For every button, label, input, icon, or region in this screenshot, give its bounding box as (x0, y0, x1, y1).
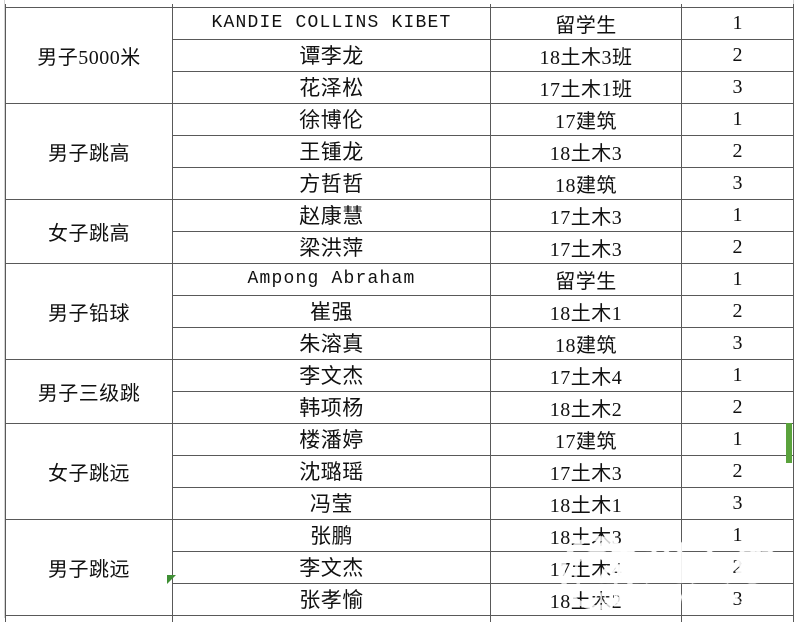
athlete-name-cell[interactable]: 花泽松 (172, 70, 491, 104)
rank-cell[interactable]: 2 (681, 454, 794, 488)
event-name-cell[interactable]: 女子跳远 (5, 422, 173, 520)
athlete-name-cell[interactable]: 楼潘婷 (172, 422, 491, 456)
class-cell[interactable]: 18土木3 (490, 518, 682, 552)
table-row[interactable]: 沈璐瑶 17土木3 2 (6, 454, 794, 488)
class-cell[interactable]: 18土木2 (490, 390, 682, 424)
table-row[interactable]: 王锺龙 18土木3 2 (6, 134, 794, 168)
table-row[interactable]: 男子铅球 Ampong Abraham 留学生 1 (5, 262, 794, 360)
class-cell[interactable]: 17土木4 (490, 550, 682, 584)
event-name-cell[interactable]: 男子三级跳 (5, 358, 173, 424)
athlete-name-cell[interactable]: 方哲哲 (172, 166, 491, 200)
table-row[interactable]: 男子跳高 徐博伦 17建筑 1 (5, 102, 794, 200)
class-cell[interactable]: 18建筑 (490, 326, 682, 360)
rank-cell[interactable]: 3 (681, 166, 794, 200)
class-cell[interactable]: 18土木1 (490, 486, 682, 520)
class-cell[interactable]: 17土木4 (490, 358, 682, 392)
table-row[interactable]: 方哲哲 18建筑 3 (6, 166, 794, 200)
rank-cell[interactable]: 2 (681, 38, 794, 72)
rank-cell[interactable]: 3 (681, 582, 794, 616)
class-cell[interactable]: 18建筑 (490, 166, 682, 200)
athlete-name-cell[interactable]: 崔强 (172, 294, 491, 328)
athlete-name-cell[interactable]: 李文杰 (172, 550, 491, 584)
table-row[interactable]: 男子跳远 张鹏 18土木3 1 (5, 518, 794, 616)
rank-cell[interactable]: 3 (681, 70, 794, 104)
rank-cell[interactable]: 1 (681, 358, 794, 392)
rank-cell[interactable]: 1 (681, 262, 794, 296)
table-row[interactable]: 女子跳高 赵康慧 17土木3 1 (5, 198, 794, 264)
rank-cell[interactable]: 2 (681, 134, 794, 168)
rank-cell[interactable]: 2 (681, 230, 794, 264)
class-cell[interactable]: 18土木3班 (490, 38, 682, 72)
athlete-name-cell[interactable]: Ampong Abraham (172, 262, 491, 296)
rank-cell[interactable]: 1 (681, 102, 794, 136)
athlete-name-cell[interactable]: 赵康慧 (172, 198, 491, 232)
class-cell[interactable]: 18土木2 (490, 582, 682, 616)
class-cell[interactable]: 17土木3 (490, 198, 682, 232)
event-name-cell[interactable]: 男子跳高 (5, 102, 173, 200)
rank-cell[interactable]: 2 (681, 390, 794, 424)
rank-cell[interactable]: 1 (681, 422, 794, 456)
table-row[interactable]: 朱溶真 18建筑 3 (6, 326, 794, 360)
class-cell[interactable]: 17建筑 (490, 422, 682, 456)
results-table-body[interactable]: 男子5000米 KANDIE COLLINS KIBET 留学生 1 谭李龙 18土木3班… (5, 4, 794, 622)
class-cell[interactable]: 留学生 (490, 262, 682, 296)
event-name-cell[interactable]: 女子跳高 (5, 198, 173, 264)
class-cell[interactable]: 17土木3 (490, 230, 682, 264)
rank-cell[interactable]: 1 (681, 518, 794, 552)
table-row[interactable]: 男子5000米 KANDIE COLLINS KIBET 留学生 1 (5, 6, 794, 104)
cell-selection-indicator[interactable] (786, 423, 792, 463)
athlete-name-cell[interactable]: 沈璐瑶 (172, 454, 491, 488)
athlete-name-cell[interactable]: 韩项杨 (172, 390, 491, 424)
event-name-cell[interactable]: 男子5000米 (5, 6, 173, 104)
rank-cell[interactable]: 2 (681, 294, 794, 328)
cell-clipped (172, 614, 491, 622)
rank-cell[interactable]: 2 (681, 550, 794, 584)
rank-cell[interactable]: 1 (681, 198, 794, 232)
row-header-strip (0, 0, 5, 618)
athlete-name-cell[interactable]: 张孝愉 (172, 582, 491, 616)
results-table[interactable]: 男子5000米 KANDIE COLLINS KIBET 留学生 1 谭李龙 18土木3班… (5, 4, 794, 622)
table-row[interactable]: 女子跳远 楼潘婷 17建筑 1 (5, 422, 794, 520)
athlete-name-cell[interactable]: 张鹏 (172, 518, 491, 552)
athlete-name-cell[interactable]: KANDIE COLLINS KIBET (172, 6, 491, 40)
class-cell[interactable]: 17建筑 (490, 102, 682, 136)
class-cell[interactable]: 17土木3 (490, 454, 682, 488)
class-cell[interactable]: 18土木3 (490, 134, 682, 168)
event-name-cell[interactable]: 男子铅球 (5, 262, 173, 360)
table-row-clipped-bottom (5, 614, 794, 622)
cell-clipped (490, 614, 682, 622)
athlete-name-cell[interactable]: 梁洪萍 (172, 230, 491, 264)
table-row[interactable]: 男子三级跳 李文杰 17土木4 1 (5, 358, 794, 424)
cell-clipped (681, 614, 794, 622)
rank-cell[interactable]: 1 (681, 6, 794, 40)
athlete-name-cell[interactable]: 王锺龙 (172, 134, 491, 168)
athlete-name-cell[interactable]: 谭李龙 (172, 38, 491, 72)
rank-cell[interactable]: 3 (681, 326, 794, 360)
athlete-name-cell[interactable]: 冯莹 (172, 486, 491, 520)
class-cell[interactable]: 18土木1 (490, 294, 682, 328)
athlete-name-cell[interactable]: 徐博伦 (172, 102, 491, 136)
class-cell[interactable]: 留学生 (490, 6, 682, 40)
class-cell[interactable]: 17土木1班 (490, 70, 682, 104)
event-name-cell[interactable]: 男子跳远 (5, 518, 173, 616)
fill-handle-marker[interactable] (167, 575, 176, 584)
right-gutter-strip (793, 0, 800, 618)
athlete-name-cell[interactable]: 朱溶真 (172, 326, 491, 360)
table-row[interactable]: 崔强 18土木1 2 (6, 294, 794, 328)
athlete-name-cell[interactable]: 李文杰 (172, 358, 491, 392)
cell-clipped (5, 614, 173, 622)
table-row[interactable]: 梁洪萍 17土木3 2 (6, 230, 794, 264)
rank-cell[interactable]: 3 (681, 486, 794, 520)
